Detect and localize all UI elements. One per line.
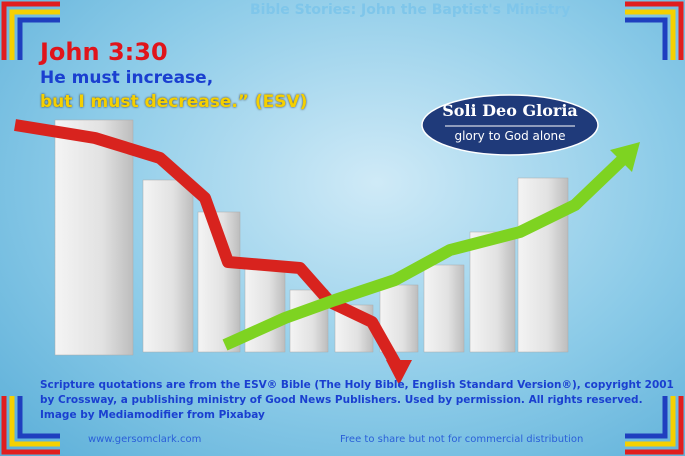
credits: Scripture quotations are from the ESV® B… xyxy=(40,378,674,423)
badge-subtitle: glory to God alone xyxy=(454,129,566,143)
credit-line: by Crossway, a publishing ministry of Go… xyxy=(40,394,643,406)
credit-line: Image by Mediamodifier from Pixabay xyxy=(40,409,265,421)
banner: Bible Stories: John the Baptist's Minist… xyxy=(250,2,571,18)
verse-line: but I must decrease.” (ESV) xyxy=(40,92,308,112)
credit-line: Scripture quotations are from the ESV® B… xyxy=(40,379,674,391)
red-arrow xyxy=(14,119,404,371)
badge xyxy=(421,94,599,156)
badge-title: Soli Deo Gloria xyxy=(442,101,578,120)
verse-line: He must increase, xyxy=(40,68,214,88)
green-arrow xyxy=(222,155,627,351)
verse-reference: John 3:30 xyxy=(40,38,168,66)
notice: Free to share but not for commercial dis… xyxy=(340,434,584,445)
website: www.gersomclark.com xyxy=(88,434,202,445)
